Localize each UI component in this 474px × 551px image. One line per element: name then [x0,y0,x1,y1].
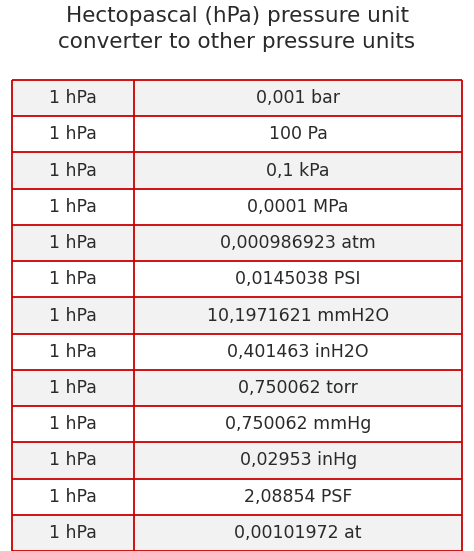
Text: 0,000986923 atm: 0,000986923 atm [220,234,376,252]
Text: 0,0145038 PSI: 0,0145038 PSI [236,271,361,288]
Text: 1 hPa: 1 hPa [49,271,97,288]
Bar [134,333,462,370]
Text: 1 hPa: 1 hPa [49,198,97,216]
Text: 1 hPa: 1 hPa [49,89,97,107]
Bar [134,515,462,551]
Text: 1 hPa: 1 hPa [49,234,97,252]
Text: 1 hPa: 1 hPa [49,343,97,361]
Bar [134,261,462,298]
Bar [12,116,134,153]
Text: 0,00101972 at: 0,00101972 at [235,524,362,542]
Bar [134,153,462,188]
Text: 1 hPa: 1 hPa [49,125,97,143]
Bar [12,225,134,261]
Bar [12,515,134,551]
Text: 0,001 bar: 0,001 bar [256,89,340,107]
Bar [12,298,134,333]
Text: 0,1 kPa: 0,1 kPa [266,161,330,180]
Text: 10,1971621 mmH2O: 10,1971621 mmH2O [207,306,389,325]
Bar [134,188,462,225]
Text: 1 hPa: 1 hPa [49,415,97,433]
Text: 0,02953 inHg: 0,02953 inHg [240,451,357,469]
Bar [12,478,134,515]
Bar [134,370,462,406]
Bar [134,80,462,116]
Bar [134,116,462,153]
Text: 2,08854 PSF: 2,08854 PSF [244,488,353,506]
Text: 0,0001 MPa: 0,0001 MPa [247,198,349,216]
Text: 1 hPa: 1 hPa [49,488,97,506]
Text: 0,750062 torr: 0,750062 torr [238,379,358,397]
Text: 1 hPa: 1 hPa [49,161,97,180]
Text: 0,401463 inH2O: 0,401463 inH2O [228,343,369,361]
Bar [134,442,462,478]
Text: 1 hPa: 1 hPa [49,306,97,325]
Text: 1 hPa: 1 hPa [49,524,97,542]
Bar [134,298,462,333]
Bar [134,225,462,261]
Bar [12,370,134,406]
Bar [12,80,134,116]
Bar [134,478,462,515]
Bar [12,153,134,188]
Bar [12,261,134,298]
Text: 100 Pa: 100 Pa [269,125,328,143]
Text: 0,750062 mmHg: 0,750062 mmHg [225,415,372,433]
Text: 1 hPa: 1 hPa [49,451,97,469]
Bar [12,333,134,370]
Bar [12,442,134,478]
Text: 1 hPa: 1 hPa [49,379,97,397]
Text: Hectopascal (hPa) pressure unit
converter to other pressure units: Hectopascal (hPa) pressure unit converte… [58,7,416,52]
Bar [12,188,134,225]
Bar [12,406,134,442]
Bar [134,406,462,442]
